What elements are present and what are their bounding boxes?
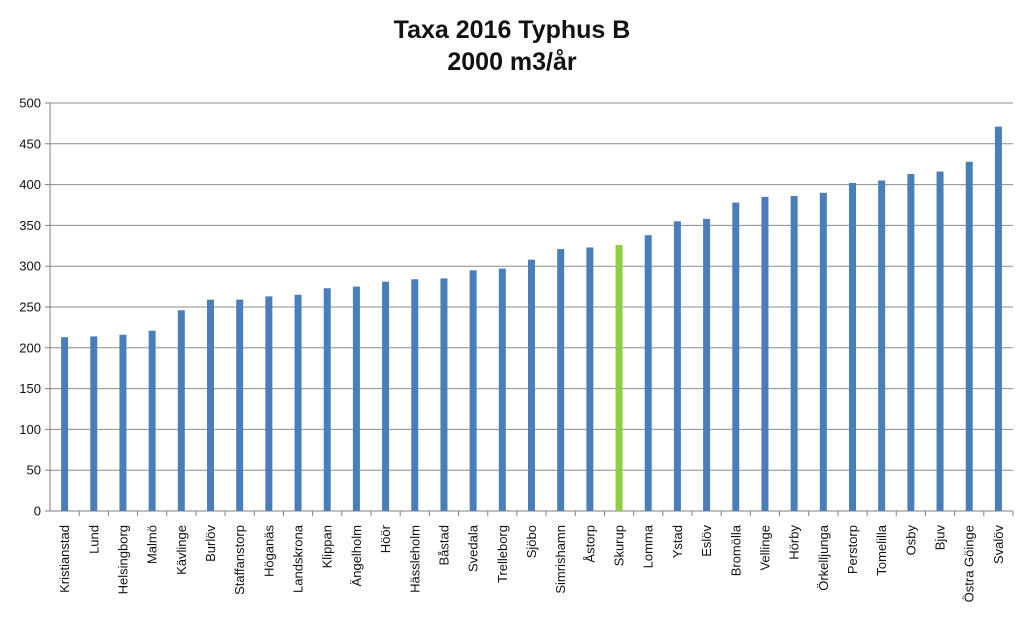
y-tick-label: 200	[19, 340, 41, 355]
bar	[528, 259, 535, 511]
x-tick-label: Eslöv	[699, 525, 714, 557]
bar	[236, 299, 244, 511]
bar	[265, 296, 273, 511]
x-tick-label: Örkelljunga	[816, 524, 831, 591]
x-tick-label: Hörby	[787, 525, 802, 560]
bar	[732, 202, 740, 511]
bar	[469, 270, 477, 511]
x-tick-label: Burlöv	[203, 525, 218, 562]
bar	[294, 294, 302, 511]
chart-title-line: Taxa 2016 Typhus B	[393, 16, 631, 44]
bar	[61, 337, 69, 511]
x-tick-label: Osby	[903, 525, 918, 556]
bar	[878, 180, 886, 511]
bar	[790, 196, 798, 512]
x-tick-label: Ängelholm	[349, 525, 364, 586]
x-tick-label: Simrishamn	[553, 525, 568, 594]
bar	[644, 235, 652, 511]
x-tick-label: Ystad	[670, 525, 685, 558]
y-tick-label: 0	[34, 504, 41, 519]
x-tick-label: Höör	[378, 524, 393, 553]
x-tick-label: Hässleholm	[407, 525, 422, 593]
x-tick-label: Svedala	[466, 524, 481, 572]
x-tick-label: Staffanstorp	[232, 525, 247, 595]
bar	[907, 173, 915, 511]
y-tick-label: 450	[19, 136, 41, 151]
x-tick-label: Lund	[86, 525, 101, 554]
x-tick-label: Båstad	[436, 525, 451, 565]
bar	[849, 182, 856, 511]
x-tick-label: Landskrona	[291, 524, 306, 593]
y-tick-label: 300	[19, 259, 41, 274]
x-tick-label: Kävlinge	[174, 525, 189, 575]
x-tick-label: Sjöbo	[524, 525, 539, 558]
bar	[615, 244, 623, 511]
x-tick-label: Malmö	[145, 525, 160, 564]
bar	[703, 218, 711, 511]
bar	[936, 171, 944, 511]
x-tick-label: Tomelilla	[874, 524, 889, 575]
bar	[965, 161, 973, 511]
y-tick-label: 150	[19, 381, 41, 396]
x-tick-label: Bromölla	[728, 524, 743, 576]
x-tick-label: Trelleborg	[495, 525, 510, 583]
chart-subtitle: 2000 m3/år	[447, 48, 577, 76]
y-tick-label: 500	[19, 96, 41, 111]
x-tick-label: Klippan	[320, 525, 335, 568]
bar	[440, 278, 448, 511]
x-tick-label: Åstorp	[582, 525, 597, 563]
bar	[90, 336, 98, 511]
bar	[207, 299, 214, 511]
bar	[994, 126, 1002, 511]
x-tick-label: Vellinge	[757, 525, 772, 571]
bar	[148, 330, 156, 511]
bar	[673, 221, 681, 511]
x-tick-label: Kristianstad	[57, 525, 72, 593]
bar	[819, 192, 827, 511]
y-tick-label: 400	[19, 177, 41, 192]
x-tick-label: Svalöv	[991, 525, 1006, 565]
x-tick-label: Helsingborg	[115, 525, 130, 594]
x-tick-label: Bjuv	[933, 525, 948, 551]
bar	[586, 247, 594, 511]
y-tick-label: 100	[19, 422, 41, 437]
x-tick-label: Perstorp	[845, 525, 860, 574]
x-tick-label: Lomma	[641, 524, 656, 568]
x-tick-label: Höganäs	[261, 525, 276, 578]
bar	[557, 249, 565, 511]
bar	[323, 288, 331, 511]
bar	[352, 286, 360, 511]
bar	[382, 281, 390, 511]
x-tick-label: Skurup	[612, 525, 627, 566]
bar	[119, 334, 127, 511]
x-tick-label: Östra Göinge	[962, 525, 977, 602]
bar	[498, 268, 506, 511]
y-tick-label: 250	[19, 300, 41, 315]
bar	[177, 310, 185, 511]
bar	[411, 279, 419, 511]
y-tick-label: 350	[19, 218, 41, 233]
y-tick-label: 50	[27, 463, 41, 478]
bar	[761, 196, 769, 511]
